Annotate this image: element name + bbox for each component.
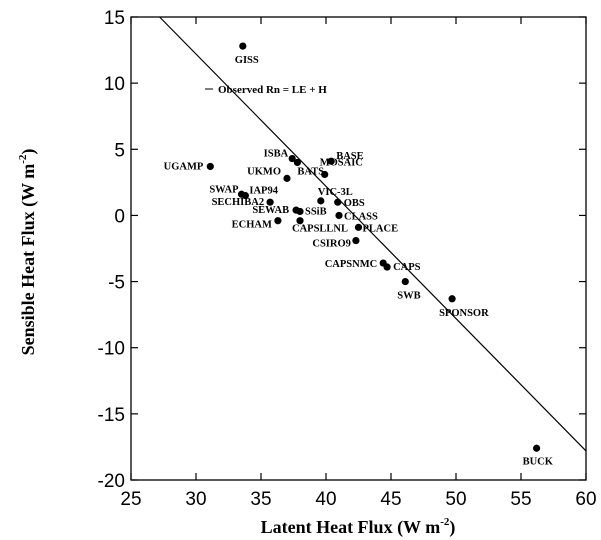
point-label-caps: CAPS xyxy=(393,262,421,273)
data-point-vic-3l xyxy=(317,197,325,205)
x-axis-title-main: Latent Heat Flux (W m xyxy=(261,517,441,538)
point-label-mosaic: MOSAIC xyxy=(320,157,363,168)
point-label-swap: SWAP xyxy=(209,184,239,195)
x-axis-title-tail: ) xyxy=(449,517,455,538)
x-tick-label: 35 xyxy=(250,489,271,510)
data-point-ugamp xyxy=(206,162,214,171)
point-label-isba: ISBA xyxy=(264,149,289,160)
axis-tick-labels: 25 30 35 40 45 50 55 60 -20 -15 -10 -5 0 5 10 15 xyxy=(98,8,597,510)
point-label-vic-3l: VIC-3L xyxy=(318,187,353,198)
x-axis-title-superscript: -2 xyxy=(440,516,450,528)
point-label-buck: BUCK xyxy=(523,456,554,467)
point-label-echam: ECHAM xyxy=(232,220,272,231)
data-point-csiro9 xyxy=(352,236,360,245)
x-tick-label: 60 xyxy=(575,489,596,510)
y-axis-title-superscript: -2 xyxy=(17,154,29,164)
data-point-bats xyxy=(293,158,301,167)
point-label-iap94: IAP94 xyxy=(249,186,278,197)
data-point-base xyxy=(327,157,335,165)
point-label-capsnmc: CAPSNMC xyxy=(325,259,378,270)
point-label-ukmo: UKMO xyxy=(247,166,281,177)
y-tick-label: -20 xyxy=(98,471,125,492)
point-label-csiro9: CSIRO9 xyxy=(312,239,351,250)
point-label-sechiba2: SECHIBA2 xyxy=(212,197,265,208)
y-tick-label: 0 xyxy=(114,206,125,227)
observed-balance-line xyxy=(159,16,587,452)
point-label-class: CLASS xyxy=(344,211,378,222)
y-axis-title-tail: ) xyxy=(18,149,39,155)
data-point-caps xyxy=(383,263,391,271)
data-point-ukmo xyxy=(283,174,291,182)
x-tick-label: 40 xyxy=(315,489,336,510)
x-tick-label: 30 xyxy=(185,489,206,510)
x-axis-title: Latent Heat Flux (W m-2) xyxy=(261,516,456,538)
y-tick-label: -5 xyxy=(108,273,125,294)
point-label-base: BASE xyxy=(336,151,363,162)
point-label-place: PLACE xyxy=(363,223,399,234)
x-tick-label: 25 xyxy=(120,489,141,510)
data-point-sechiba2 xyxy=(266,198,274,206)
y-tick-label: 5 xyxy=(114,140,125,161)
data-points xyxy=(206,42,541,452)
y-tick-label: 10 xyxy=(104,74,125,95)
x-tick-label: 50 xyxy=(445,489,466,510)
data-point-place xyxy=(354,223,363,231)
data-point-class xyxy=(335,211,343,220)
point-label-obs: OBS xyxy=(344,198,365,209)
y-tick-label: -15 xyxy=(98,405,125,426)
data-point-giss xyxy=(239,42,247,50)
y-tick-label: -10 xyxy=(98,339,125,360)
plot-frame xyxy=(130,16,587,481)
y-axis-title-main: Sensible Heat Flux (W m xyxy=(18,164,39,356)
y-tick-label: 15 xyxy=(104,8,125,29)
data-point-mosaic xyxy=(321,170,329,179)
data-point-buck xyxy=(533,444,541,452)
data-point-swb xyxy=(401,277,409,286)
data-point-capsllnl xyxy=(296,217,304,225)
point-label-sewab: SEWAB xyxy=(252,205,289,216)
data-point-isba xyxy=(288,154,296,163)
point-label-bats: BATS xyxy=(297,167,324,178)
data-point-ssib xyxy=(296,207,304,216)
point-label-ugamp: UGAMP xyxy=(164,161,204,172)
point-label-ssib: SSiB xyxy=(305,206,327,217)
data-point-obs xyxy=(334,198,342,206)
data-point-iap94 xyxy=(241,191,249,200)
x-tick-label: 55 xyxy=(510,489,531,510)
observed-line-annotation: Observed Rn = LE + H xyxy=(218,84,327,96)
point-label-sponsor: SPONSOR xyxy=(439,308,489,319)
data-point-echam xyxy=(274,217,282,225)
data-point-sponsor xyxy=(448,295,456,303)
axis-ticks xyxy=(130,16,587,481)
point-label-giss: GISS xyxy=(235,55,259,66)
y-axis-title: Sensible Heat Flux (W m-2) xyxy=(17,149,39,356)
point-label-capsllnl: CAPSLLNL xyxy=(292,224,348,235)
x-tick-label: 45 xyxy=(380,489,401,510)
point-label-swb: SWB xyxy=(397,291,420,302)
